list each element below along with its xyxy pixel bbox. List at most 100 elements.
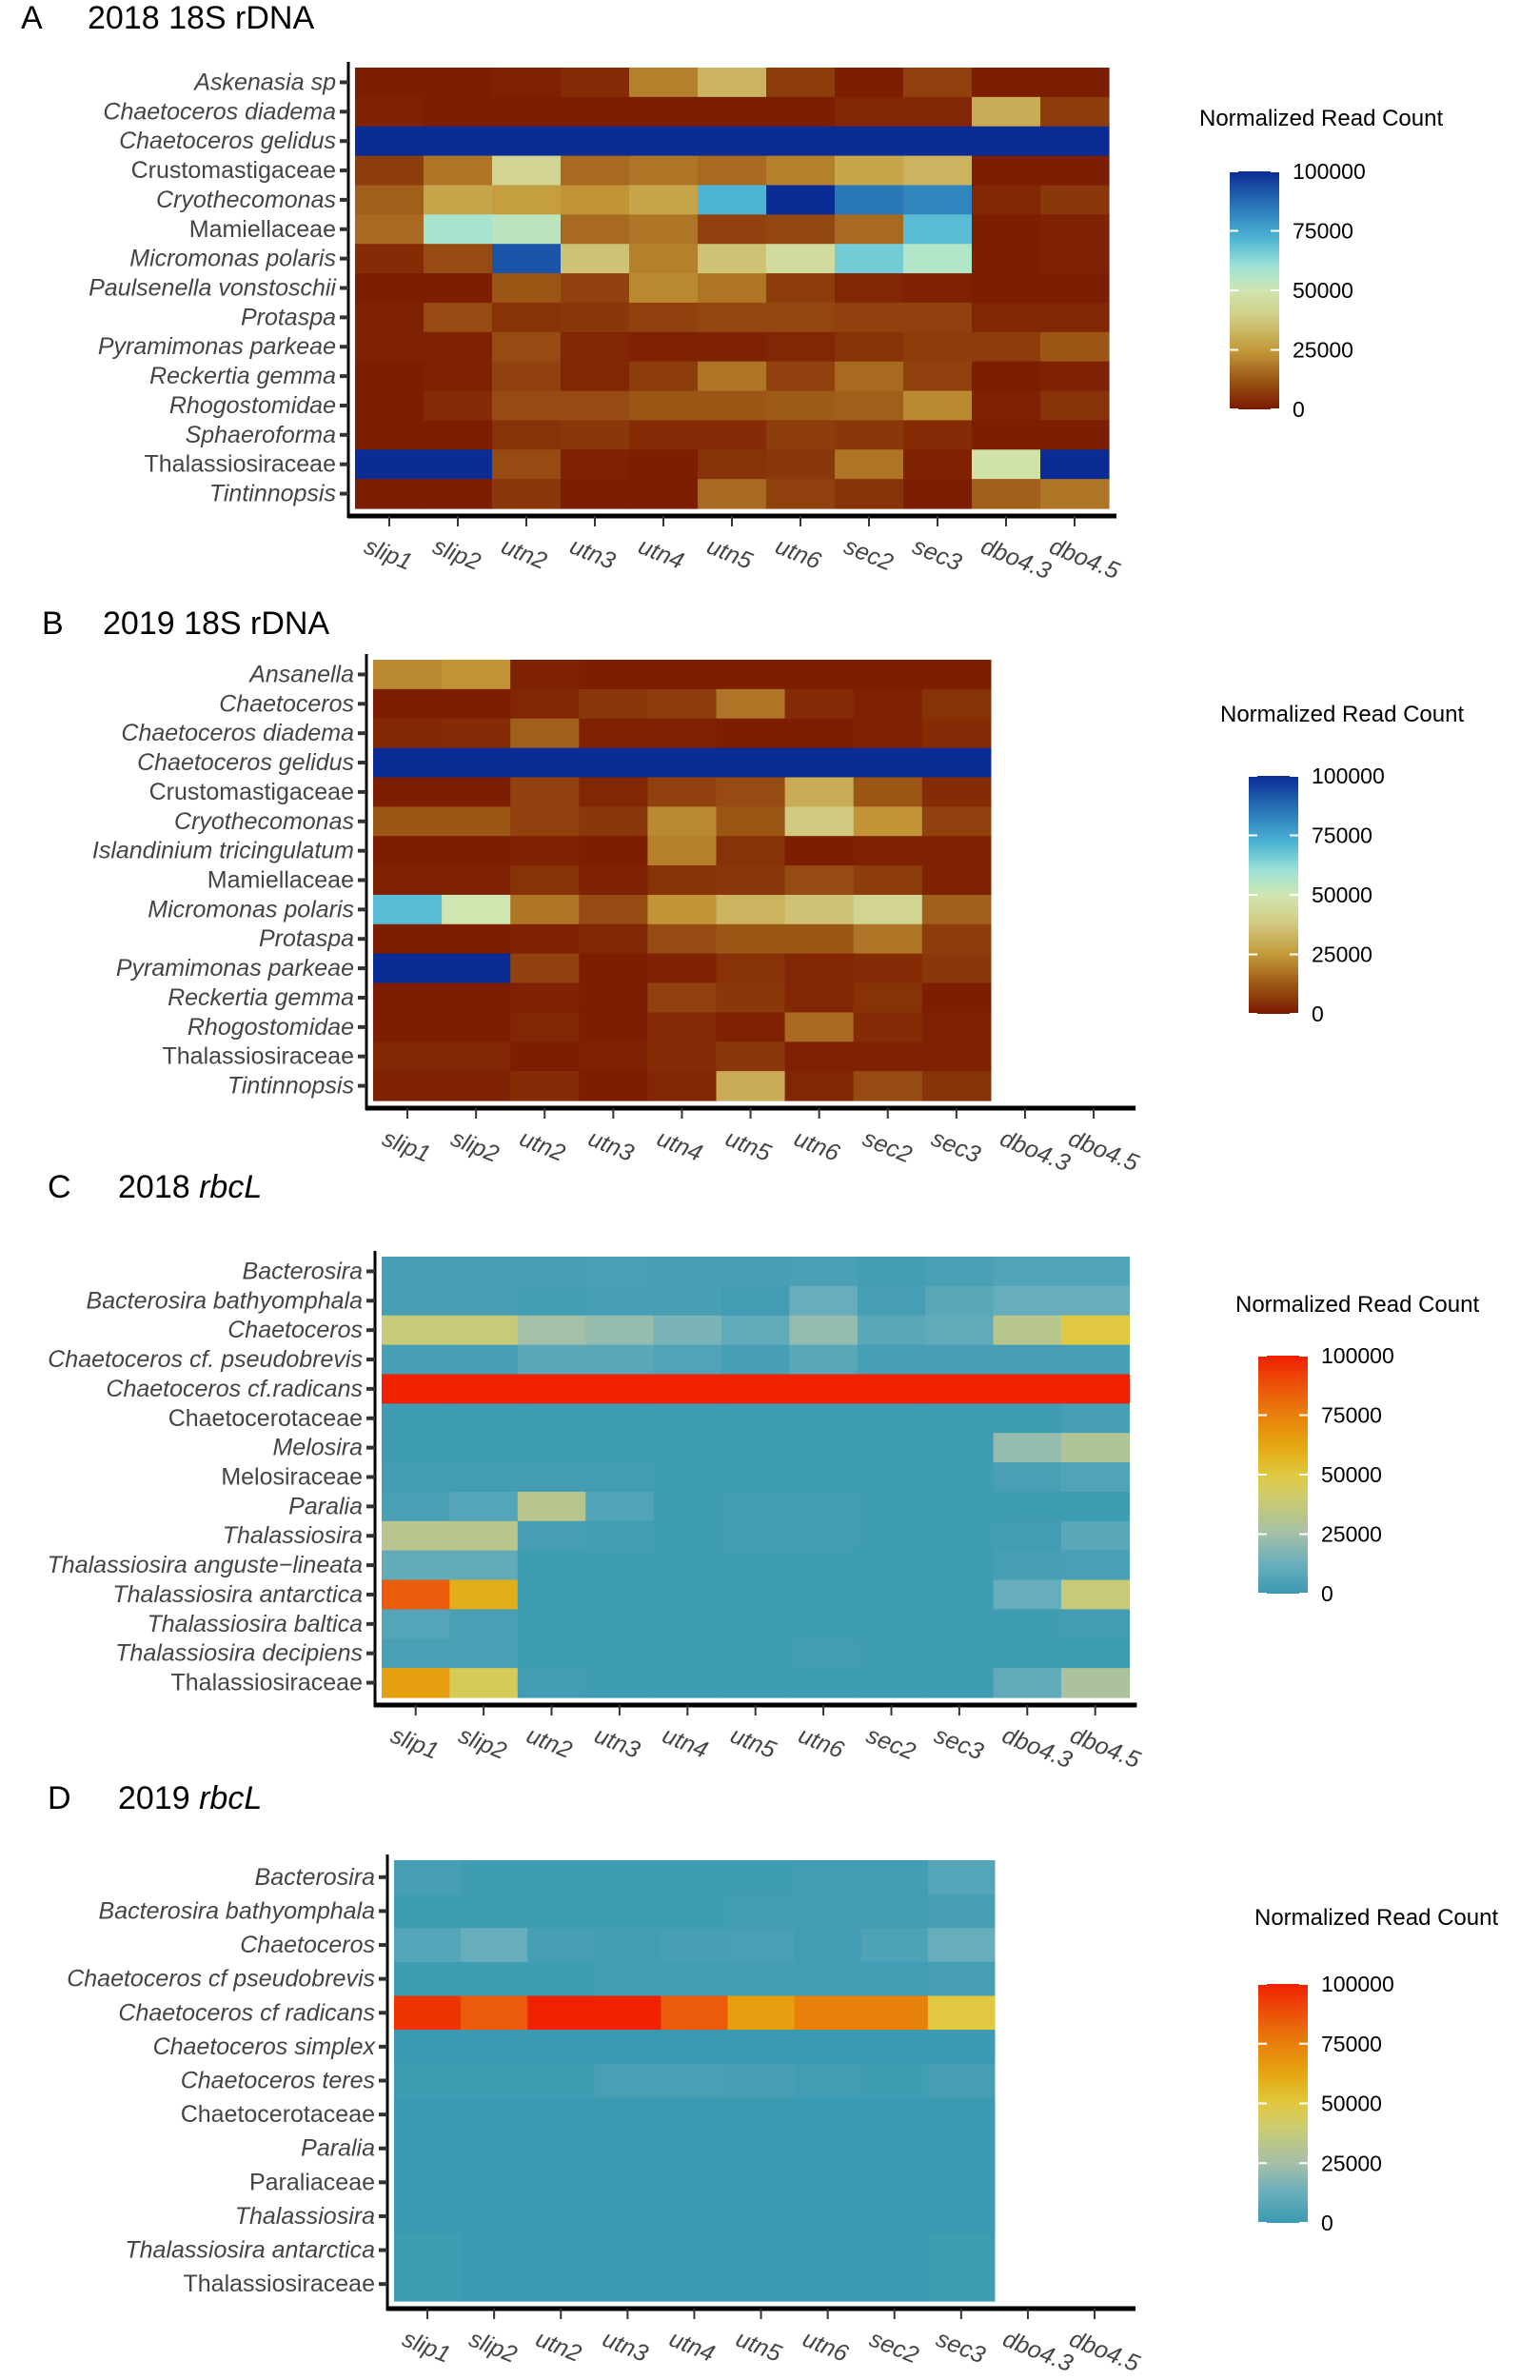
heatmap-cell: Paulsenella vonstoschii / slip1: 1000 <box>355 273 424 304</box>
heatmap-cell: Chaetoceros diadema / utn3: 1000 <box>561 96 630 128</box>
heatmap-cell: Melosiraceae / utn4: 1000 <box>653 1462 722 1493</box>
y-tick-label: Crustomastigaceae <box>149 779 354 805</box>
heatmap-cell: Cryothecomonas / sec2: 24000 <box>853 806 923 837</box>
heatmap-cell: Sphaeroforma / utn6: 7000 <box>766 420 836 450</box>
legend-tick-label: 25000 <box>1312 942 1372 967</box>
heatmap-cell: Paraliaceae / slip1: 0 <box>394 2165 462 2200</box>
heatmap-cell: Chaetoceros / utn3: 2000 <box>594 1928 661 1963</box>
heatmap-cell: Paulsenella vonstoschii / sec3: 2000 <box>903 273 973 304</box>
heatmap-cell: Bacterosira bathyomphala / sec3: 3000 <box>927 1894 996 1929</box>
heatmap-cell: Thalassiosiraceae / slip1: 1000 <box>394 2267 462 2302</box>
heatmap-cell: Chaetoceros teres / utn2: 1000 <box>527 2063 595 2098</box>
heatmap-cell: Mamiellaceae / utn2: 5000 <box>510 865 580 896</box>
heatmap-cell: Thalassiosira antarctica / sec2: 1000 <box>857 1579 926 1610</box>
x-tick-label: slip1 <box>386 1722 442 1765</box>
heatmap-cell: Reckertia gemma / utn3: 1000 <box>579 982 648 1013</box>
heatmap-cell: Chaetoceros / utn2: 25000 <box>517 1315 586 1346</box>
heatmap-cell: Thalassiosiraceae / dbo4.5: 100000 <box>1040 449 1110 480</box>
heatmap-cell: Reckertia gemma / sec3: 1000 <box>921 982 992 1013</box>
heatmap-cell: Chaetoceros diadema / utn6: 1000 <box>766 96 836 128</box>
y-tick-label: Chaetocerotaceae <box>168 1405 363 1432</box>
heatmap-cell: Chaetoceros gelidus / slip1: 100000 <box>373 747 443 779</box>
heatmap-cell: Micromonas polaris / dbo4.5: 2000 <box>1040 244 1110 274</box>
heatmap-cell: Tintinnopsis / utn2: 4000 <box>510 1071 580 1101</box>
heatmap-cell: Reckertia gemma / utn2: 2000 <box>510 982 580 1013</box>
heatmap-cell: Chaetoceros gelidus / utn4: 100000 <box>629 126 699 157</box>
heatmap-cell: Thalassiosira / slip1: 32000 <box>382 1520 450 1552</box>
heatmap-cell: Bacterosira bathyomphala / utn6: 12000 <box>789 1285 859 1317</box>
x-tick-label: sec2 <box>866 2326 923 2370</box>
heatmap-cell: Askenasia sp / dbo4.5: 1000 <box>1040 68 1110 98</box>
heatmap-cell: Chaetoceros / utn5: 18000 <box>716 688 786 720</box>
x-tick-label: dbo4.3 <box>997 1125 1074 1178</box>
heatmap-cell: Thalassiosira anguste−lineata / sec3: 10… <box>925 1550 995 1581</box>
heatmap-cell: Cryothecomonas / sec3: 8000 <box>921 806 992 837</box>
legend-tick-label: 100000 <box>1293 159 1366 184</box>
heatmap-cell: Thalassiosira anguste−lineata / sec2: 10… <box>857 1550 926 1581</box>
heatmap-cell: Mamiellaceae / sec2: 16000 <box>835 214 904 245</box>
x-tick-label: utn2 <box>516 1125 569 1167</box>
heatmap-cell: Melosiraceae / utn2: 2000 <box>517 1462 586 1493</box>
x-tick-label: slip1 <box>379 1125 434 1168</box>
panel-title-part: 2019 <box>118 1780 199 1816</box>
y-tick-label: Paralia <box>301 2135 375 2162</box>
heatmap-cell: Protaspa / utn3: 3000 <box>579 923 648 955</box>
x-tick-label: slip2 <box>429 533 484 576</box>
heatmap-cell: Chaetoceros / slip1: 38000 <box>382 1315 450 1346</box>
heatmap-cell: Crustomastigaceae / sec3: 4000 <box>921 777 992 807</box>
heatmap-cell: Crustomastigaceae / utn6: 30000 <box>784 777 855 807</box>
heatmap-cell: Crustomastigaceae / slip1: 1000 <box>373 777 443 807</box>
heatmap-cell: Paralia / utn3: 6000 <box>585 1491 655 1522</box>
heatmap-cell: Thalassiosira decipiens / slip1: 4000 <box>382 1638 450 1669</box>
heatmap-cell: Melosiraceae / utn3: 2000 <box>585 1462 655 1493</box>
heatmap-cell: Chaetoceros simplex / slip1: 0 <box>394 2030 462 2065</box>
panel-letter: D <box>48 1780 71 1816</box>
heatmap-cell: Paralia / sec3: 0 <box>927 2131 996 2167</box>
heatmap-cell: Thalassiosira anguste−lineata / slip1: 1… <box>382 1550 450 1581</box>
x-tick-label: sec3 <box>909 533 966 577</box>
heatmap-cell: Bacterosira bathyomphala / slip2: 1000 <box>461 1894 528 1929</box>
x-tick-label: sec2 <box>862 1722 919 1766</box>
heatmap-cell: Thalassiosira / utn4: 0 <box>661 2199 729 2234</box>
heatmap-cell: Cryothecomonas / utn6: 100000 <box>766 185 836 215</box>
heatmap-cell: Thalassiosira baltica / utn6: 1000 <box>789 1609 859 1639</box>
heatmap-cell: Chaetoceros gelidus / utn6: 100000 <box>784 747 855 779</box>
heatmap-cell: Thalassiosira decipiens / slip2: 4000 <box>449 1638 519 1669</box>
heatmap-cell: Mamiellaceae / utn2: 54000 <box>492 214 562 245</box>
heatmap-cell: Chaetoceros gelidus / utn5: 100000 <box>698 126 767 157</box>
heatmap-cell: Reckertia gemma / slip2: 1000 <box>442 982 511 1013</box>
heatmap-cell: Chaetoceros diadema / utn2: 1000 <box>492 96 562 128</box>
heatmap-cell: Chaetoceros cf. pseudobrevis / utn5: 300… <box>721 1344 790 1376</box>
legend-tick-label: 50000 <box>1293 278 1353 303</box>
heatmap-cell: Paraliaceae / utn3: 0 <box>594 2165 661 2200</box>
heatmap-cell: Chaetoceros teres / sec3: 3000 <box>927 2063 996 2098</box>
heatmap-cell: Chaetoceros diadema / dbo4.5: 7000 <box>1040 96 1110 128</box>
heatmap-cell: Micromonas polaris / slip2: 50000 <box>442 894 511 925</box>
heatmap-cell: Thalassiosiraceae / utn4: 4000 <box>647 1041 718 1072</box>
heatmap-cell: Chaetoceros teres / utn3: 4000 <box>594 2063 661 2098</box>
heatmap-cell: Cryothecomonas / sec2: 85000 <box>835 185 904 215</box>
heatmap-cell: Ansanella / slip1: 22000 <box>373 660 443 690</box>
heatmap-cell: Chaetoceros gelidus / utn5: 100000 <box>716 747 786 779</box>
y-tick-label: Rhogostomidae <box>169 392 336 419</box>
heatmap-cell: Crustomastigaceae / sec3: 32000 <box>903 155 973 187</box>
heatmap-cell: Bacterosira bathyomphala / utn4: 3000 <box>653 1285 722 1317</box>
heatmap-cell: Chaetoceros / slip2: 1000 <box>442 688 511 720</box>
heatmap-cell: Bacterosira bathyomphala / dbo4.3: 12000 <box>993 1285 1062 1317</box>
heatmap-cell: Rhogostomidae / dbo4.5: 5000 <box>1040 390 1110 421</box>
heatmap-cell: Chaetoceros cf.radicans / utn3: 100000 <box>585 1374 655 1404</box>
heatmap-cell: Melosira / slip1: 1000 <box>382 1433 450 1463</box>
heatmap-cell: Crustomastigaceae / slip2: 18000 <box>424 155 493 187</box>
heatmap-cell: Rhogostomidae / slip2: 1000 <box>442 1012 511 1042</box>
heatmap-cell: Chaetoceros / utn2: 3000 <box>510 688 580 720</box>
heatmap-cell: Bacterosira bathyomphala / utn2: 1000 <box>527 1894 595 1929</box>
y-tick-label: Paralia <box>288 1493 363 1519</box>
heatmap-cell: Chaetoceros / slip1: 1000 <box>373 688 443 720</box>
heatmap-cell: Paralia / slip2: 7000 <box>449 1491 519 1522</box>
heatmap-cell: Askenasia sp / utn6: 7000 <box>766 68 836 98</box>
heatmap-cell: Thalassiosiraceae / slip2: 3000 <box>442 1041 511 1072</box>
x-tick-label: sec3 <box>931 1722 988 1766</box>
legend-tick-label: 50000 <box>1321 2092 1382 2116</box>
heatmap-cell: Thalassiosiraceae / utn2: 2000 <box>517 1668 586 1698</box>
heatmap-cell: Bacterosira bathyomphala / sec2: 3000 <box>857 1285 926 1317</box>
